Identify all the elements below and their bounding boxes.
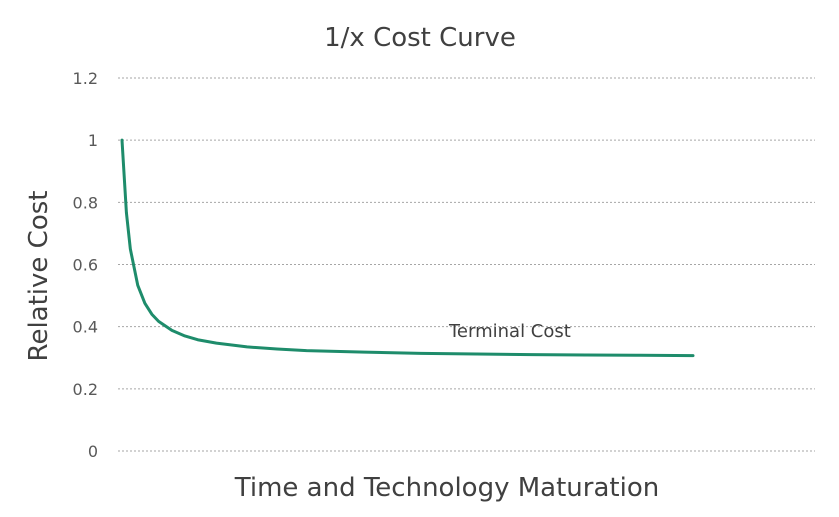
series-group	[120, 138, 695, 358]
y-tick-label: 0.8	[73, 193, 98, 212]
terminal-cost-annotation: Terminal Cost	[448, 321, 571, 342]
y-tick-label: 0	[88, 442, 98, 461]
y-tick-label: 1.2	[73, 69, 98, 88]
x-axis-title: Time and Technology Maturation	[234, 473, 659, 503]
series-line-0	[120, 138, 695, 358]
chart-title: 1/x Cost Curve	[324, 23, 516, 53]
y-tick-label: 0.4	[73, 318, 98, 337]
y-tick-label: 1	[88, 131, 98, 150]
gridlines-group	[118, 77, 815, 452]
y-tick-labels-group: 0 0.2 0.4 0.6 0.8 1 1.2	[73, 69, 98, 461]
y-tick-label: 0.2	[73, 380, 98, 399]
y-tick-label: 0.6	[73, 256, 98, 275]
y-axis-title: Relative Cost	[24, 191, 54, 362]
